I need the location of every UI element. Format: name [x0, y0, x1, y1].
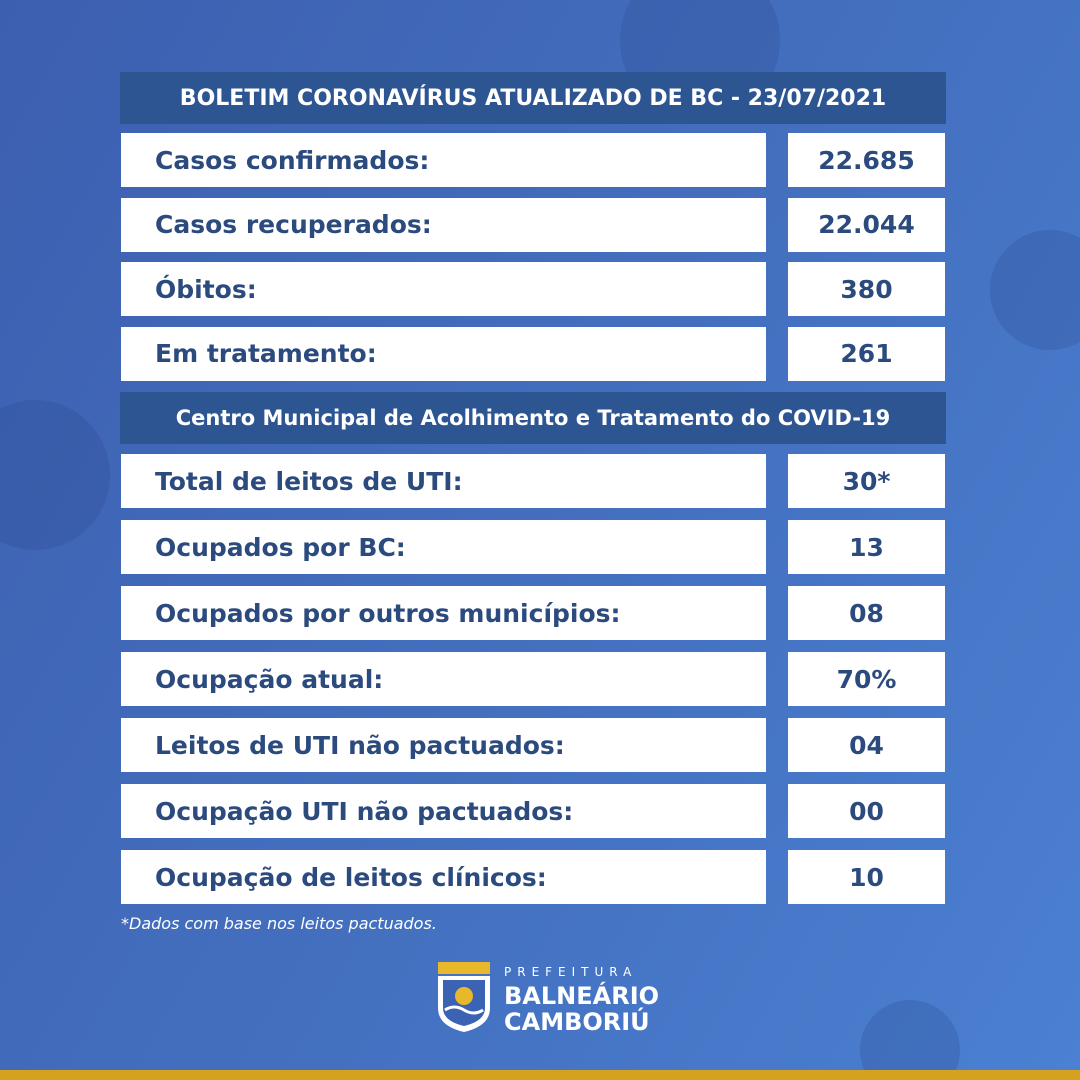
- row-label: Ocupação UTI não pactuados:: [121, 784, 766, 838]
- row-label: Leitos de UTI não pactuados:: [121, 718, 766, 772]
- row-value: 04: [788, 718, 945, 772]
- row-label: Ocupação de leitos clínicos:: [121, 850, 766, 904]
- row-label: Total de leitos de UTI:: [121, 454, 766, 508]
- row-value: 13: [788, 520, 945, 574]
- logo-text: CAMBORIÚ: [504, 1008, 650, 1036]
- decoration: [0, 400, 110, 550]
- footnote: *Dados com base nos leitos pactuados.: [121, 914, 437, 933]
- row-value: 70%: [788, 652, 945, 706]
- header-title: BOLETIM CORONAVÍRUS ATUALIZADO DE BC - 2…: [120, 72, 946, 124]
- row-value: 08: [788, 586, 945, 640]
- row-value: 00: [788, 784, 945, 838]
- row-label: Óbitos:: [121, 262, 766, 316]
- row-value: 380: [788, 262, 945, 316]
- logo-text: PREFEITURA: [504, 965, 638, 979]
- logo-crest: [438, 962, 490, 1032]
- section-title: Centro Municipal de Acolhimento e Tratam…: [120, 392, 946, 444]
- row-label: Casos recuperados:: [121, 197, 766, 252]
- row-value: 261: [788, 326, 945, 381]
- row-value: 30*: [788, 454, 945, 508]
- row-value: 22.044: [788, 197, 945, 252]
- row-label: Ocupados por outros municípios:: [121, 586, 766, 640]
- row-label: Em tratamento:: [121, 326, 766, 381]
- decoration: [860, 1000, 960, 1080]
- logo-text: BALNEÁRIO: [504, 982, 660, 1010]
- bottom-stripe: [0, 1070, 1080, 1080]
- row-label: Casos confirmados:: [121, 133, 766, 187]
- row-value: 22.685: [788, 133, 945, 187]
- row-label: Ocupação atual:: [121, 652, 766, 706]
- decoration: [990, 230, 1080, 350]
- row-label: Ocupados por BC:: [121, 520, 766, 574]
- row-value: 10: [788, 850, 945, 904]
